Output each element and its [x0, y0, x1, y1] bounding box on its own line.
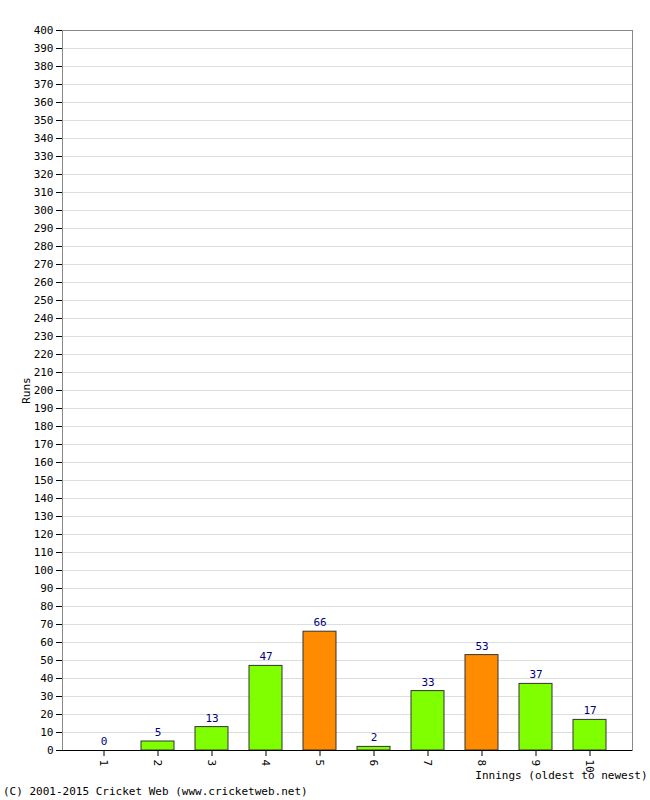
svg-text:160: 160 [34, 456, 54, 469]
svg-text:Runs: Runs [20, 377, 33, 404]
svg-text:4: 4 [259, 760, 272, 767]
svg-text:290: 290 [34, 222, 54, 235]
svg-text:20: 20 [40, 708, 53, 721]
svg-text:66: 66 [313, 616, 326, 629]
svg-text:220: 220 [34, 348, 54, 361]
svg-text:140: 140 [34, 492, 54, 505]
svg-text:110: 110 [34, 546, 54, 559]
svg-text:250: 250 [34, 294, 54, 307]
svg-text:210: 210 [34, 366, 54, 379]
svg-text:380: 380 [34, 60, 54, 73]
svg-text:53: 53 [475, 640, 488, 653]
svg-text:270: 270 [34, 258, 54, 271]
svg-text:120: 120 [34, 528, 54, 541]
svg-text:170: 170 [34, 438, 54, 451]
svg-text:33: 33 [421, 676, 434, 689]
svg-text:6: 6 [367, 760, 380, 767]
svg-text:5: 5 [155, 726, 162, 739]
svg-text:13: 13 [205, 712, 218, 725]
svg-text:1: 1 [97, 760, 110, 767]
svg-text:350: 350 [34, 114, 54, 127]
svg-text:310: 310 [34, 186, 54, 199]
svg-text:9: 9 [529, 760, 542, 767]
svg-text:400: 400 [34, 24, 54, 37]
svg-text:47: 47 [259, 650, 272, 663]
svg-text:300: 300 [34, 204, 54, 217]
svg-text:190: 190 [34, 402, 54, 415]
svg-text:10: 10 [583, 759, 597, 773]
svg-text:0: 0 [101, 735, 108, 748]
svg-text:340: 340 [34, 132, 54, 145]
svg-text:Innings (oldest to newest): Innings (oldest to newest) [475, 769, 647, 782]
svg-text:180: 180 [34, 420, 54, 433]
svg-text:60: 60 [40, 636, 53, 649]
svg-text:40: 40 [40, 672, 53, 685]
svg-text:5: 5 [313, 760, 326, 767]
svg-text:37: 37 [529, 668, 542, 681]
svg-text:360: 360 [34, 96, 54, 109]
svg-text:370: 370 [34, 78, 54, 91]
svg-text:260: 260 [34, 276, 54, 289]
svg-text:130: 130 [34, 510, 54, 523]
svg-text:240: 240 [34, 312, 54, 325]
svg-text:50: 50 [40, 654, 53, 667]
svg-text:3: 3 [205, 760, 218, 767]
svg-text:0: 0 [47, 744, 54, 757]
svg-text:100: 100 [34, 564, 54, 577]
svg-text:70: 70 [40, 618, 53, 631]
svg-text:200: 200 [34, 384, 54, 397]
svg-text:2: 2 [151, 760, 164, 767]
svg-text:8: 8 [475, 760, 488, 767]
svg-text:90: 90 [40, 582, 53, 595]
svg-text:2: 2 [371, 731, 378, 744]
svg-text:390: 390 [34, 42, 54, 55]
svg-text:30: 30 [40, 690, 53, 703]
svg-text:230: 230 [34, 330, 54, 343]
svg-text:150: 150 [34, 474, 54, 487]
svg-text:330: 330 [34, 150, 54, 163]
svg-text:7: 7 [421, 760, 434, 767]
svg-text:17: 17 [583, 704, 596, 717]
svg-text:280: 280 [34, 240, 54, 253]
svg-text:10: 10 [40, 726, 53, 739]
html-text:(C) 2001-2015 Cricket Web (www: (C) 2001-2015 Cricket Web (www.cricketwe… [3, 785, 308, 798]
svg-text:320: 320 [34, 168, 54, 181]
svg-text:80: 80 [40, 600, 53, 613]
